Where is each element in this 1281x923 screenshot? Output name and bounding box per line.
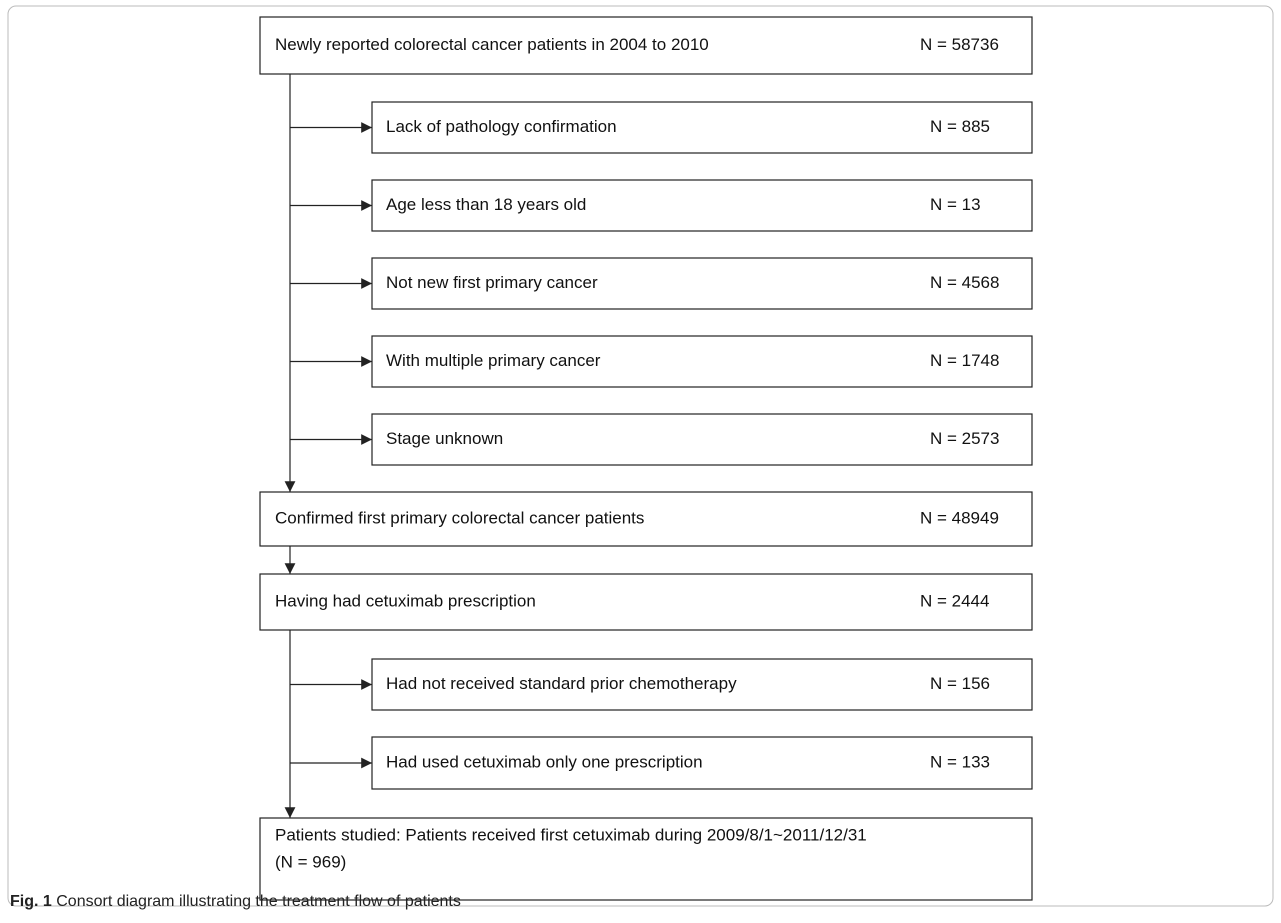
box-count: N = 885	[930, 117, 990, 136]
box-label: Had used cetuximab only one prescription	[386, 752, 703, 771]
flow-box	[259, 573, 1033, 631]
flow: Newly reported colorectal cancer patient…	[259, 16, 1033, 901]
flow-box	[259, 16, 1033, 75]
caption: Fig. 1 Consort diagram illustrating the …	[10, 893, 461, 911]
box-label: Newly reported colorectal cancer patient…	[275, 35, 709, 54]
box-count: (N = 969)	[275, 852, 346, 871]
box-label: Lack of pathology confirmation	[386, 117, 617, 136]
caption-label: Fig. 1	[10, 893, 52, 910]
box-label: With multiple primary cancer	[386, 351, 601, 370]
box-count: N = 48949	[920, 508, 999, 527]
box-label: Age less than 18 years old	[386, 195, 586, 214]
flow-box	[371, 658, 1033, 711]
box-count: N = 1748	[930, 351, 999, 370]
box-label: Patients studied: Patients received firs…	[275, 825, 867, 844]
flow-box	[371, 257, 1033, 310]
flow-box	[371, 413, 1033, 466]
flow-box	[371, 179, 1033, 232]
box-count: N = 156	[930, 674, 990, 693]
box-label: Confirmed first primary colorectal cance…	[275, 508, 644, 527]
box-count: N = 2444	[920, 591, 989, 610]
flow-box	[259, 491, 1033, 547]
box-count: N = 13	[930, 195, 981, 214]
flow-box	[371, 101, 1033, 154]
caption-text: Consort diagram illustrating the treatme…	[56, 893, 461, 910]
box-label: Stage unknown	[386, 429, 503, 448]
box-count: N = 4568	[930, 273, 999, 292]
flow-box	[371, 736, 1033, 790]
box-count: N = 58736	[920, 35, 999, 54]
box-count: N = 133	[930, 752, 990, 771]
flow-box	[371, 335, 1033, 388]
box-label: Not new first primary cancer	[386, 273, 598, 292]
box-count: N = 2573	[930, 429, 999, 448]
box-label: Having had cetuximab prescription	[275, 591, 536, 610]
box-label: Had not received standard prior chemothe…	[386, 674, 737, 693]
figure-frame	[7, 5, 1274, 907]
flow-box	[259, 817, 1033, 901]
